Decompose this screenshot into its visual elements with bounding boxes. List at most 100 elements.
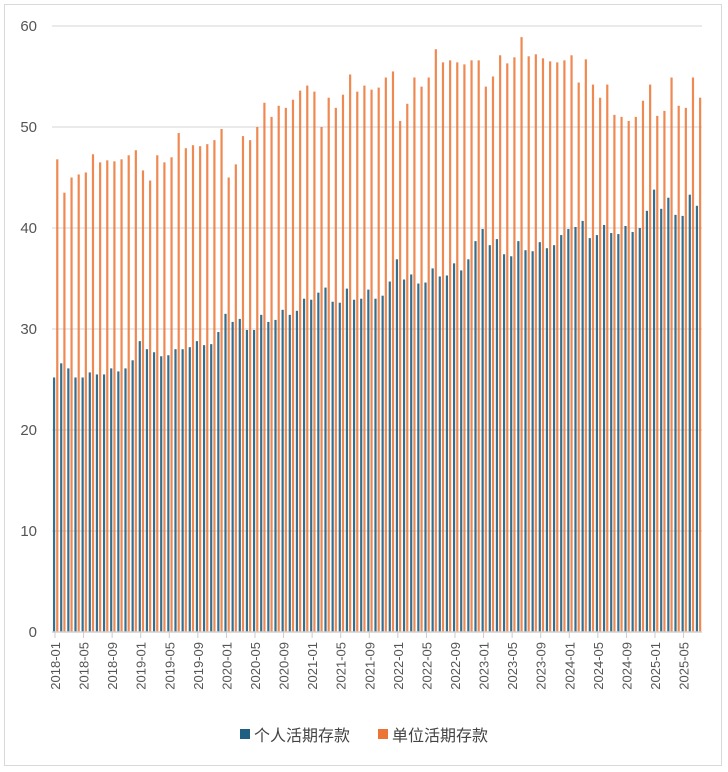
bar-personal — [152, 352, 156, 632]
bar-personal — [110, 368, 113, 632]
legend-item-personal[interactable]: 个人活期存款 — [239, 722, 350, 746]
bar-personal — [274, 319, 277, 632]
bar-personal — [495, 239, 499, 633]
bar-corporate — [356, 91, 359, 632]
bar-corporate — [320, 127, 323, 632]
bar-personal — [224, 313, 227, 632]
legend-label-corporate: 单位活期存款 — [392, 728, 489, 745]
x-tick-label: 2023-01 — [477, 642, 492, 690]
bar-personal — [652, 189, 656, 632]
bar-personal — [638, 228, 641, 632]
bar-corporate — [63, 192, 66, 632]
bar-corporate — [127, 155, 130, 632]
bar-corporate — [391, 71, 395, 632]
bar-personal — [124, 368, 127, 632]
bar-corporate — [306, 85, 309, 633]
bar-personal — [624, 225, 627, 633]
bar-corporate — [277, 105, 280, 633]
bar-personal — [138, 341, 141, 632]
bar-corporate — [670, 77, 673, 632]
bar-corporate — [91, 154, 95, 632]
bar-personal — [202, 345, 206, 632]
bar-personal — [260, 314, 263, 632]
x-tick-label: 2023-05 — [505, 642, 520, 690]
x-axis: 2018-01 2018-05 2018-09 2019-01 2019-05 2019-… — [48, 631, 702, 690]
x-tick-label: 2020-09 — [277, 642, 292, 690]
x-tick-label: 2021-09 — [362, 642, 377, 690]
bar-personal — [567, 229, 570, 632]
bar-corporate — [113, 161, 116, 632]
bar-personal — [117, 371, 120, 632]
x-tick-label: 2019-05 — [162, 642, 177, 690]
bar-personal — [367, 289, 370, 632]
bar-corporate — [641, 100, 645, 633]
bar-corporate — [56, 159, 59, 632]
bar-corporate — [377, 87, 380, 633]
bar-personal — [474, 241, 477, 632]
bar-corporate — [591, 84, 595, 632]
bar-corporate — [406, 103, 409, 632]
bar-corporate — [177, 133, 180, 632]
bar-corporate — [570, 55, 573, 633]
bar-corporate — [470, 60, 473, 632]
bar-corporate — [520, 37, 523, 633]
bar-personal — [610, 233, 613, 633]
bar-corporate — [284, 107, 287, 632]
x-tick-label: 2021-01 — [305, 642, 320, 690]
bar-personal — [338, 302, 341, 632]
bar-personal — [445, 275, 449, 632]
bar-corporate — [656, 115, 659, 632]
bar-corporate — [684, 107, 687, 632]
bar-corporate — [241, 136, 245, 632]
bar-corporate — [313, 91, 316, 632]
bar-corporate — [677, 105, 680, 633]
bar-personal — [95, 374, 99, 632]
bar-personal — [431, 268, 434, 632]
bar-corporate — [149, 180, 152, 632]
bar-personal — [688, 194, 691, 633]
legend-swatch-personal — [239, 729, 250, 739]
bar-corporate — [334, 107, 337, 632]
bar-corporate — [506, 63, 509, 633]
bar-personal — [74, 377, 77, 632]
y-tick-label: 30 — [20, 321, 37, 338]
bar-personal — [560, 235, 563, 632]
bar-corporate — [627, 120, 630, 632]
x-tick-label: 2018-09 — [105, 642, 120, 690]
bar-corporate — [191, 145, 195, 632]
bar-corporate — [613, 114, 616, 632]
y-axis: 0 10 20 30 40 50 60 — [20, 18, 37, 641]
bar-personal — [410, 274, 413, 632]
x-tick-label: 2024-01 — [562, 642, 577, 690]
bar-corporate — [556, 62, 559, 633]
bar-corporate — [563, 60, 566, 632]
bar-personal — [424, 282, 427, 632]
bar-personal — [388, 281, 391, 632]
bar-corporate — [449, 60, 452, 632]
bar-personal — [402, 279, 406, 632]
bar-corporate — [70, 177, 73, 632]
x-tick-label: 2023-09 — [534, 642, 549, 690]
bar-personal — [81, 377, 84, 632]
bar-personal — [67, 368, 70, 632]
bar-corporate — [363, 85, 366, 633]
bar-personal — [481, 229, 484, 632]
bar-corporate — [156, 155, 159, 632]
legend-item-corporate[interactable]: 单位活期存款 — [378, 722, 488, 746]
bar-personal — [360, 298, 363, 632]
y-tick-label: 60 — [20, 18, 37, 35]
bar-corporate — [534, 54, 537, 632]
bar-corporate — [199, 146, 202, 632]
bar-personal — [574, 226, 577, 633]
bar-corporate — [541, 58, 545, 632]
x-tick-label: 2018-01 — [48, 642, 63, 690]
x-tick-label: 2025-05 — [677, 642, 692, 690]
bar-corporate — [141, 170, 145, 632]
x-tick-label: 2022-01 — [391, 642, 406, 690]
bar-personal — [245, 330, 249, 632]
bar-personal — [595, 235, 599, 632]
bar-corporate — [384, 77, 387, 632]
bar-personal — [88, 372, 91, 632]
bar-corporate — [234, 164, 237, 632]
legend-label-personal: 个人活期存款 — [253, 728, 350, 745]
